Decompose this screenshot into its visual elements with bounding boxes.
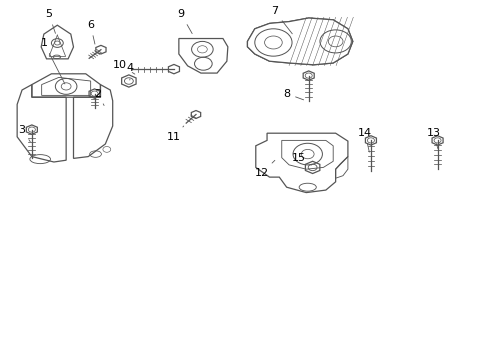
Text: 3: 3	[19, 125, 30, 142]
Text: 4: 4	[126, 63, 133, 80]
Text: 1: 1	[41, 38, 65, 84]
Text: 13: 13	[427, 128, 441, 149]
Text: 10: 10	[113, 60, 135, 74]
Text: 7: 7	[271, 6, 293, 34]
Text: 5: 5	[46, 9, 55, 33]
Text: 12: 12	[255, 160, 275, 178]
Text: 6: 6	[87, 20, 95, 44]
Text: 2: 2	[95, 89, 104, 105]
Polygon shape	[247, 18, 353, 65]
Text: 11: 11	[167, 126, 184, 142]
Text: 14: 14	[358, 128, 372, 152]
Text: 15: 15	[292, 153, 311, 166]
Text: 8: 8	[283, 89, 304, 100]
Text: 9: 9	[178, 9, 192, 33]
